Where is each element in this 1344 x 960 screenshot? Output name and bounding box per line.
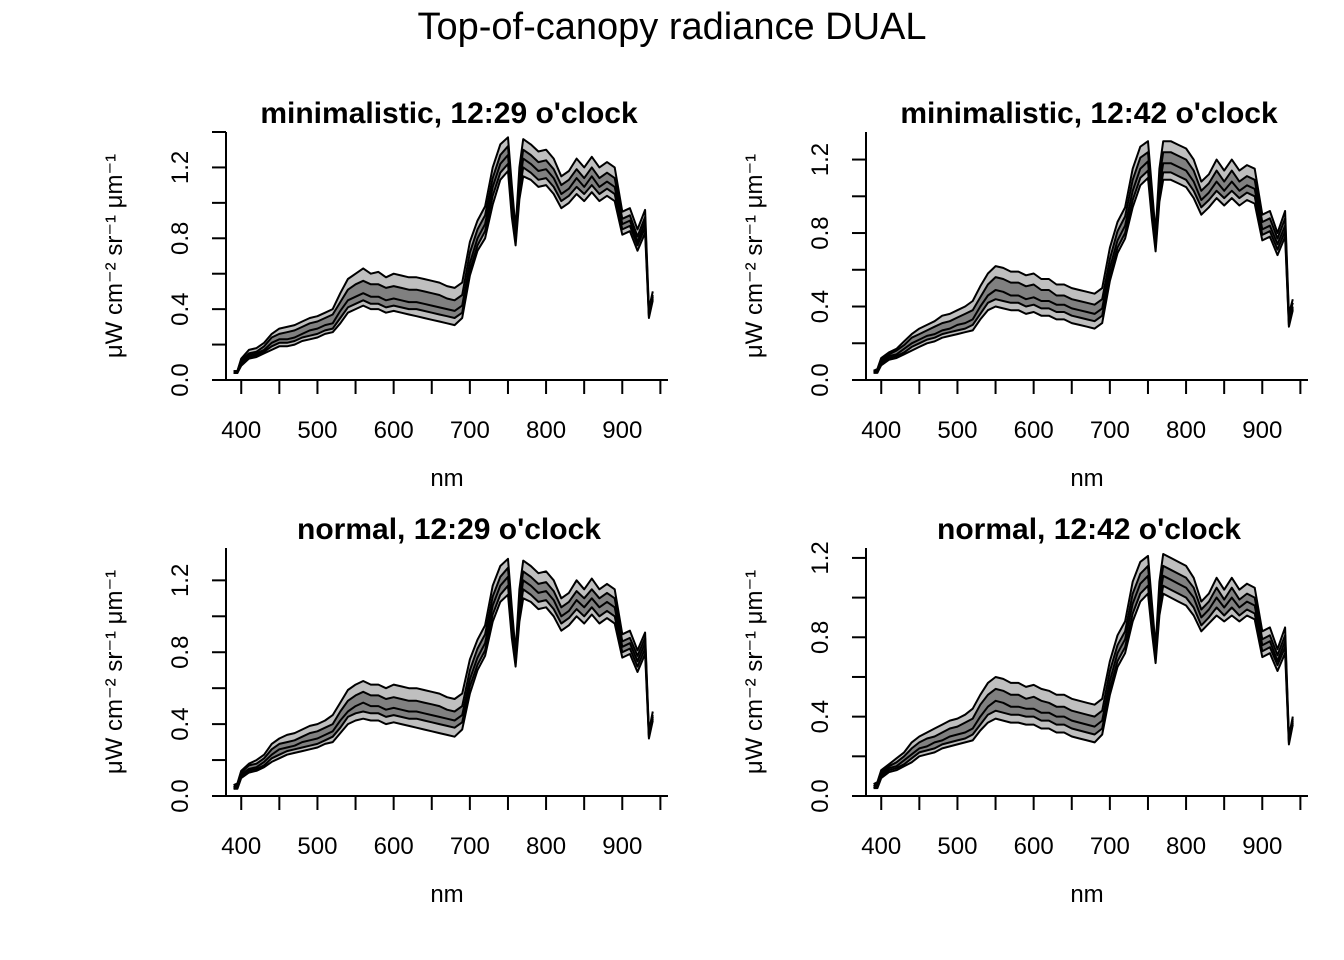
x-tick-label: 900 xyxy=(602,833,642,860)
x-tick-label: 400 xyxy=(221,417,261,444)
x-tick-label: 600 xyxy=(1014,833,1054,860)
figure-title: Top-of-canopy radiance DUAL xyxy=(417,6,927,48)
chart-panel-2: 400 500 600 700 800 900 0.0 0.4 0.8 1.2 minimalist… xyxy=(741,97,1308,492)
y-tick-label: 0.0 xyxy=(807,779,834,812)
x-tick-label: 600 xyxy=(374,417,414,444)
series-line-3 xyxy=(233,154,654,374)
x-tick-label: 400 xyxy=(861,833,901,860)
series-line-1 xyxy=(233,136,654,373)
y-tick-label: 1.2 xyxy=(167,564,194,597)
x-tick-label: 400 xyxy=(221,833,261,860)
series-line-2 xyxy=(873,564,1294,787)
y-tick-label: 0.0 xyxy=(167,779,194,812)
series-line-1 xyxy=(873,140,1294,372)
x-tick-label: 800 xyxy=(1166,417,1206,444)
x-axis-title: nm xyxy=(1070,881,1103,908)
x-tick-label: 800 xyxy=(526,833,566,860)
x-tick-label: 600 xyxy=(374,833,414,860)
y-tick-label: 1.2 xyxy=(807,541,834,574)
panel-title: minimalistic, 12:29 o'clock xyxy=(260,97,638,130)
series-line-2 xyxy=(873,151,1294,372)
series-line-5 xyxy=(233,593,654,790)
series-line-3 xyxy=(873,160,1294,374)
x-tick-label: 400 xyxy=(861,417,901,444)
x-axis-title: nm xyxy=(1070,465,1103,492)
band-inner xyxy=(233,146,653,373)
series-line-5 xyxy=(873,176,1294,374)
x-tick-label: 700 xyxy=(1090,833,1130,860)
series-line-5 xyxy=(233,170,654,374)
y-tick-label: 0.8 xyxy=(167,636,194,669)
x-tick-label: 500 xyxy=(937,417,977,444)
x-axis-title: nm xyxy=(430,465,463,492)
series-line-2 xyxy=(233,145,654,373)
x-tick-label: 900 xyxy=(1242,417,1282,444)
x-tick-label: 900 xyxy=(602,417,642,444)
series-line-1 xyxy=(873,553,1294,785)
series-line-4 xyxy=(873,584,1294,789)
y-tick-label: 0.4 xyxy=(807,700,834,733)
series-line-4 xyxy=(233,584,654,790)
series-line-5 xyxy=(873,592,1294,790)
series-line-1 xyxy=(233,557,654,787)
chart-panel-1: 400 500 600 700 800 900 0.0 0.4 0.8 1.2 minimalist… xyxy=(101,97,668,492)
chart-panel-4: 400 500 600 700 800 900 0.0 0.4 0.8 1.2 normal, 12… xyxy=(741,513,1308,908)
series-line-4 xyxy=(233,162,654,374)
x-tick-label: 600 xyxy=(1014,417,1054,444)
y-tick-label: 1.2 xyxy=(167,151,194,184)
x-tick-label: 700 xyxy=(450,833,490,860)
x-axis-title: nm xyxy=(430,881,463,908)
x-tick-label: 800 xyxy=(1166,833,1206,860)
y-tick-label: 0.4 xyxy=(807,290,834,323)
y-axis-title: μW cm⁻² sr⁻¹ μm⁻¹ xyxy=(741,154,768,358)
x-tick-label: 500 xyxy=(297,833,337,860)
chart-panel-3: 400 500 600 700 800 900 0.0 0.4 0.8 1.2 normal, 12… xyxy=(101,513,668,908)
y-tick-label: 0.8 xyxy=(807,216,834,249)
series-line-2 xyxy=(233,566,654,788)
y-axis-title: μW cm⁻² sr⁻¹ μm⁻¹ xyxy=(101,154,128,358)
series-line-3 xyxy=(873,574,1294,788)
y-tick-label: 0.0 xyxy=(167,363,194,396)
panel-title: normal, 12:42 o'clock xyxy=(937,513,1241,546)
panel-title: minimalistic, 12:42 o'clock xyxy=(900,97,1278,130)
x-tick-label: 500 xyxy=(937,833,977,860)
x-tick-label: 500 xyxy=(297,417,337,444)
y-axis-title: μW cm⁻² sr⁻¹ μm⁻¹ xyxy=(741,570,768,774)
y-axis-title: μW cm⁻² sr⁻¹ μm⁻¹ xyxy=(101,570,128,774)
y-tick-label: 0.4 xyxy=(167,292,194,325)
x-tick-label: 700 xyxy=(450,417,490,444)
y-tick-label: 1.2 xyxy=(807,143,834,176)
x-tick-label: 800 xyxy=(526,417,566,444)
y-tick-label: 0.8 xyxy=(167,222,194,255)
panel-title: normal, 12:29 o'clock xyxy=(297,513,601,546)
x-tick-label: 700 xyxy=(1090,417,1130,444)
y-tick-label: 0.0 xyxy=(807,363,834,396)
x-tick-label: 900 xyxy=(1242,833,1282,860)
series-line-4 xyxy=(873,169,1294,374)
series-line-3 xyxy=(233,575,654,788)
y-tick-label: 0.4 xyxy=(167,707,194,740)
y-tick-label: 0.8 xyxy=(807,621,834,654)
